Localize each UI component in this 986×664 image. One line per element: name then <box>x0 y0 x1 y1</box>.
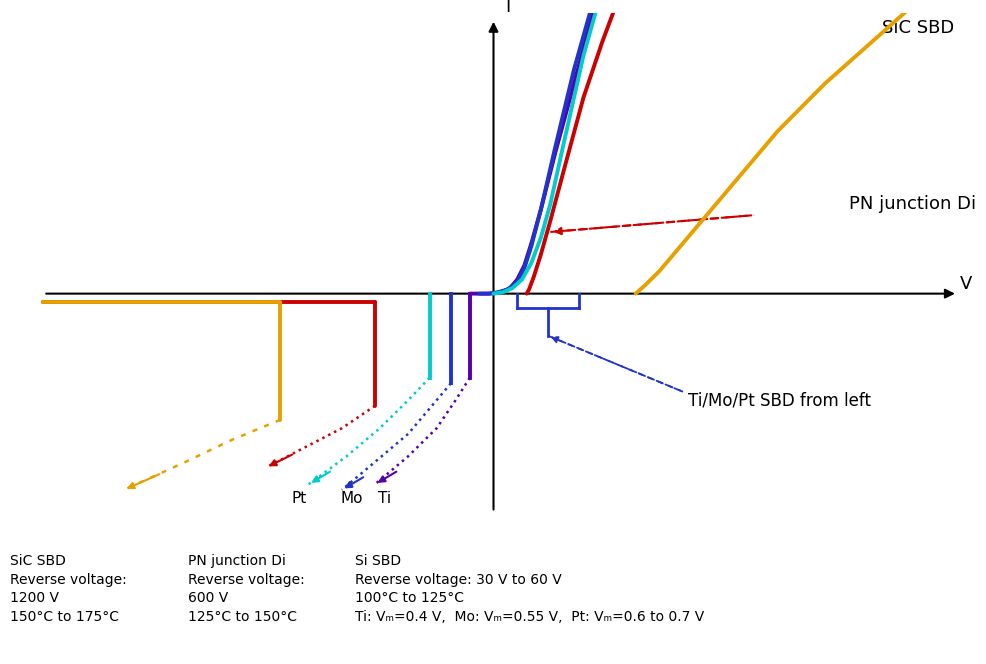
Text: Ti: Ti <box>378 491 390 506</box>
Text: Ti/Mo/Pt SBD from left: Ti/Mo/Pt SBD from left <box>687 391 870 409</box>
Text: PN junction Di: PN junction Di <box>848 195 975 213</box>
Text: SiC SBD: SiC SBD <box>881 19 953 37</box>
Text: I: I <box>505 0 510 16</box>
Text: Pt: Pt <box>291 491 307 506</box>
Text: PN junction Di
Reverse voltage:
600 V
125°C to 150°C: PN junction Di Reverse voltage: 600 V 12… <box>187 554 304 623</box>
Text: Si SBD
Reverse voltage: 30 V to 60 V
100°C to 125°C
Ti: Vₘ=0.4 V,  Mo: Vₘ=0.55 V: Si SBD Reverse voltage: 30 V to 60 V 100… <box>355 554 704 623</box>
Text: Mo: Mo <box>340 491 362 506</box>
Text: V: V <box>959 275 971 293</box>
Text: SiC SBD
Reverse voltage:
1200 V
150°C to 175°C: SiC SBD Reverse voltage: 1200 V 150°C to… <box>10 554 126 623</box>
